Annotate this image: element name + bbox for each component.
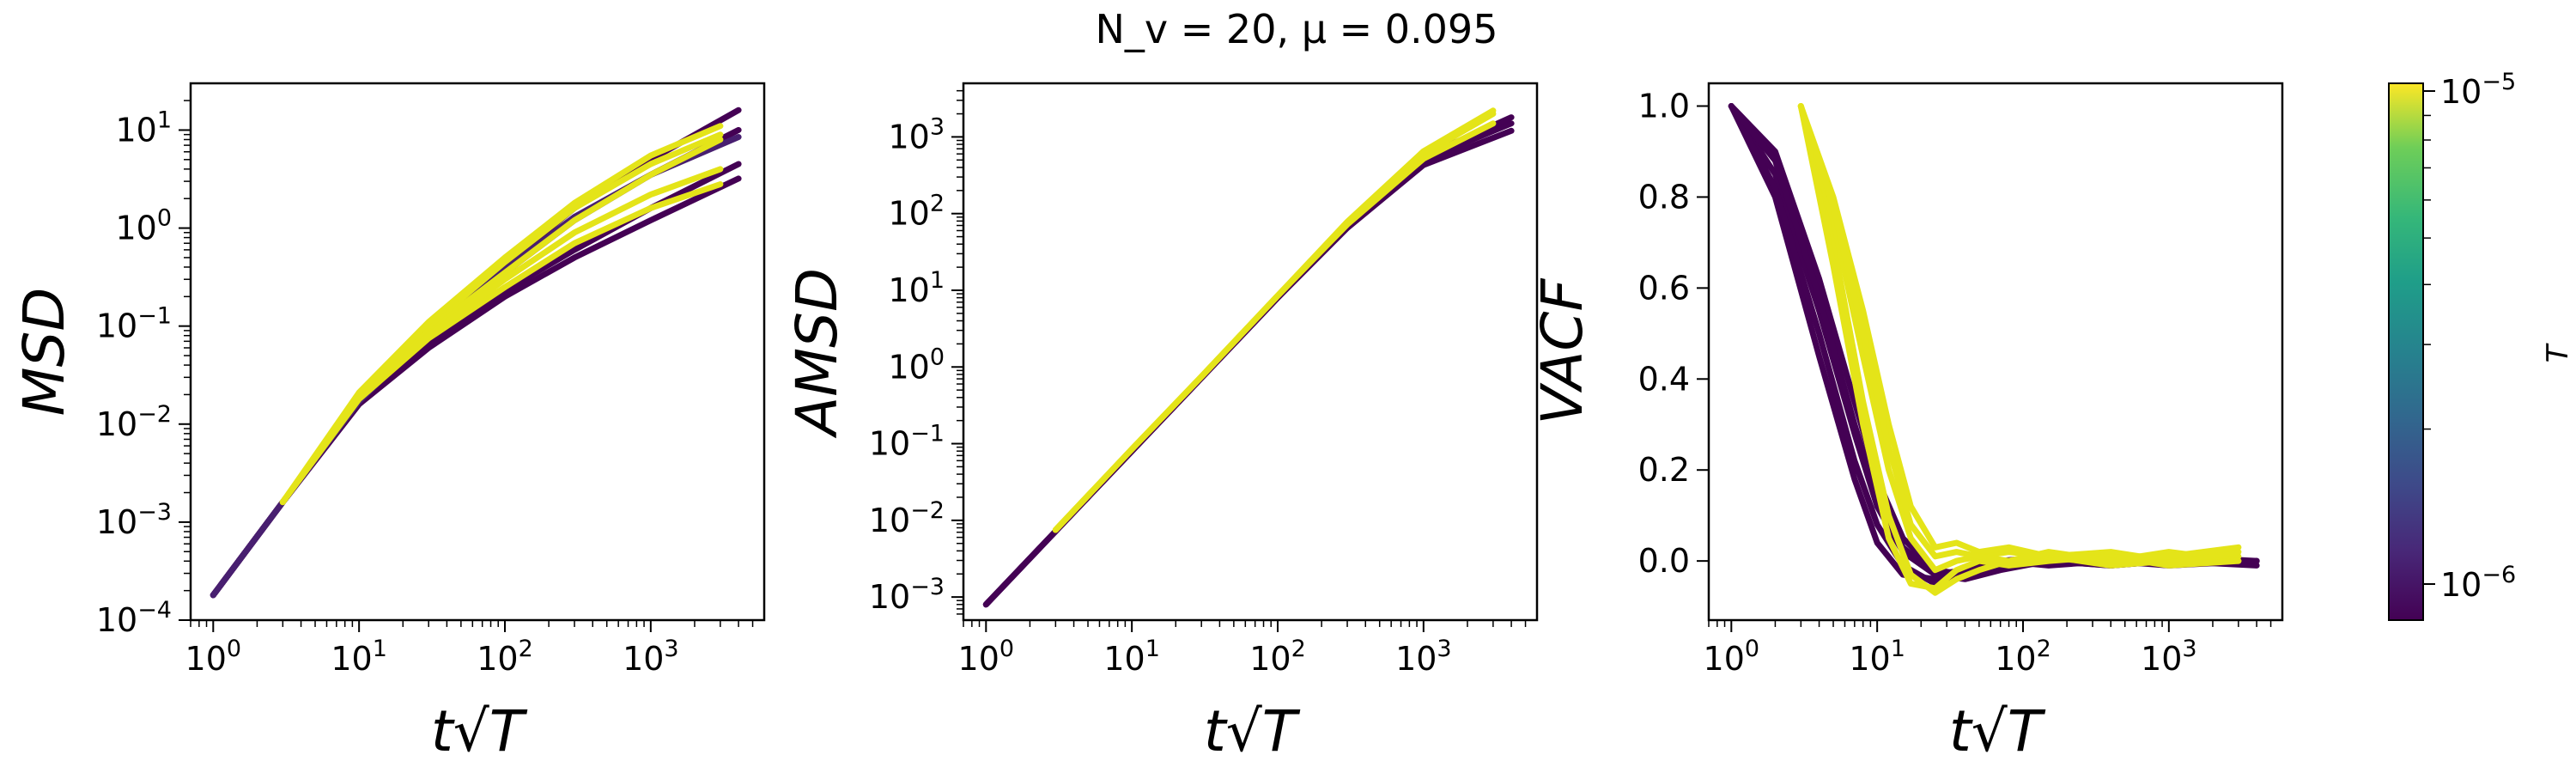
series-line (1797, 103, 2242, 564)
x-tick-label: 100 (185, 636, 242, 678)
x-tick-label: 100 (1704, 636, 1760, 678)
colorbar-tick-label-high: 10−5 (2440, 69, 2516, 111)
x-axis-label: t√T (1204, 698, 1301, 764)
y-tick-label: 10−2 (96, 401, 172, 443)
panel-2: 100 101 102 103 10−3 10−2 10−1 100 101 102 103 AMSD… (784, 82, 1539, 764)
y-tick-label: 10−4 (96, 597, 172, 639)
y-tick-label: 10−3 (869, 574, 945, 616)
series-line (279, 123, 724, 506)
y-tick-label: 101 (888, 267, 945, 309)
series-line (982, 127, 1515, 608)
panel-1: 100 101 102 103 10−4 10−3 10−2 10−1 100 101 MSD t√T (11, 82, 766, 764)
series-line (982, 120, 1515, 608)
y-tick-label: 0.0 (1638, 542, 1690, 580)
y-tick-label: 100 (115, 205, 172, 247)
y-tick-label: 0.8 (1638, 178, 1690, 216)
x-tick-label: 100 (958, 636, 1015, 678)
series-group (210, 107, 742, 599)
colorbar-label: T (2541, 343, 2575, 362)
series-line (982, 114, 1515, 608)
y-tick-label: 1.0 (1638, 87, 1690, 125)
series-line (1728, 103, 2260, 582)
series-line (1728, 103, 2260, 578)
y-tick-label: 100 (888, 344, 945, 386)
series-line (1797, 103, 2242, 564)
series-line (1728, 103, 2260, 578)
series-group (982, 107, 1515, 608)
y-tick-label: 10−1 (96, 303, 172, 345)
colorbar: 10−5 10−6 T (2388, 69, 2575, 621)
y-tick-label: 10−1 (869, 421, 945, 463)
x-tick-label: 103 (623, 636, 679, 678)
y-axis-label: VACF (1529, 278, 1595, 425)
figure-title: N_v = 20, μ = 0.095 (1096, 6, 1498, 52)
series-line (210, 126, 742, 599)
x-tick-label: 102 (1995, 636, 2051, 678)
y-tick-label: 0.4 (1638, 360, 1690, 398)
series-line (1052, 120, 1497, 533)
x-tick-label: 101 (331, 636, 387, 678)
series-line (279, 181, 724, 506)
x-tick-label: 101 (1103, 636, 1160, 678)
y-tick-label: 102 (888, 191, 945, 233)
y-tick-label: 0.2 (1638, 451, 1690, 489)
plot-frame (962, 82, 1539, 622)
y-axis-label: AMSD (784, 268, 850, 439)
y-tick-label: 103 (888, 113, 945, 155)
panel-3: 100 101 102 103 1.0 0.8 0.6 0.4 0.2 0.0 VACF t√T (1529, 82, 2284, 764)
colorbar-gradient (2388, 82, 2424, 621)
y-axis-label: MSD (11, 288, 77, 417)
x-tick-label: 103 (1395, 636, 1452, 678)
series-line (210, 175, 742, 599)
x-tick-label: 101 (1849, 636, 1905, 678)
x-tick-label: 102 (477, 636, 533, 678)
series-line (1797, 103, 2242, 596)
colorbar-minor-ticks (2423, 114, 2431, 430)
y-tick-label: 101 (115, 107, 172, 149)
series-line (1052, 111, 1497, 533)
series-line (279, 131, 724, 506)
series-line (210, 107, 742, 599)
colorbar-tick-label-low: 10−6 (2440, 562, 2516, 604)
x-tick-label: 102 (1249, 636, 1306, 678)
series-line (1728, 103, 2260, 582)
panels: 100 101 102 103 10−4 10−3 10−2 10−1 100 101 MSD t√T… (11, 82, 2284, 764)
x-tick-label: 103 (2141, 636, 2197, 678)
y-tick-label: 0.6 (1638, 269, 1690, 307)
x-axis-label: t√T (1949, 698, 2046, 764)
series-line (1797, 103, 2242, 592)
y-tick-label: 10−3 (96, 499, 172, 541)
series-line (1728, 103, 2260, 587)
plot-frame (189, 82, 766, 622)
plot-frame (1707, 82, 2284, 622)
x-axis-label: t√T (431, 698, 528, 764)
series-line (1052, 107, 1497, 533)
series-group (1728, 103, 2260, 596)
y-tick-label: 10−2 (869, 497, 945, 539)
series-line (210, 161, 742, 599)
